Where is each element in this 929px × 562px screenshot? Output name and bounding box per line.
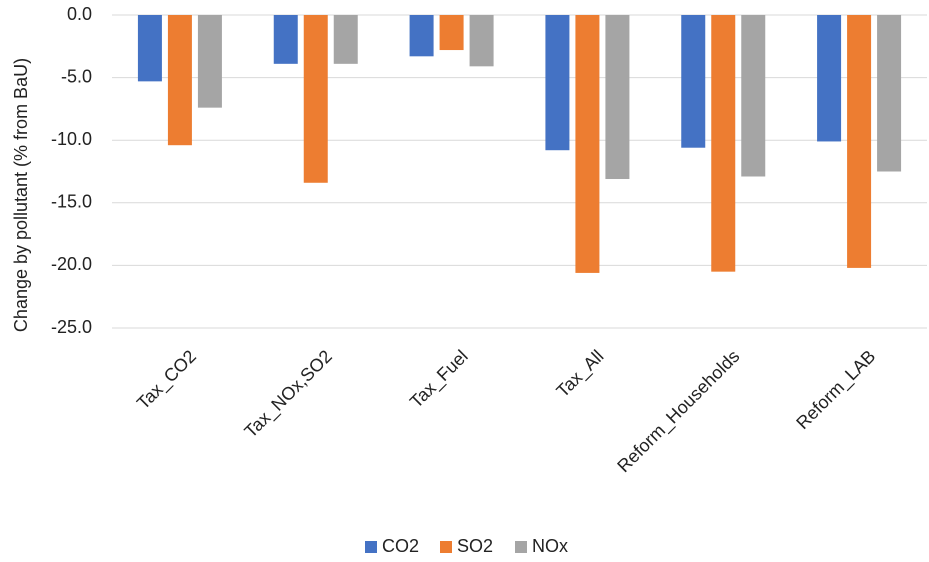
bar [847,15,872,268]
bar [681,15,706,148]
x-tick-label: Tax_Fuel [406,346,473,413]
bar [439,15,464,51]
legend-swatch [515,541,527,553]
y-tick-label: -15.0 [51,192,92,212]
x-tick-label: Tax_CO2 [133,346,201,414]
y-tick-label: -25.0 [51,317,92,337]
bar [469,15,494,67]
x-tick-label: Reform_LAB [792,346,880,434]
bar [333,15,358,64]
bar [817,15,842,142]
bar [575,15,600,273]
bar [545,15,570,151]
bar [197,15,222,108]
legend-swatch [440,541,452,553]
bar [741,15,766,177]
legend-label: CO2 [382,536,419,556]
bar [877,15,902,172]
bar [137,15,162,82]
y-tick-label: -20.0 [51,254,92,274]
bar [303,15,328,183]
legend-label: NOx [532,536,568,556]
legend-label: SO2 [457,536,493,556]
y-tick-label: 0.0 [67,4,92,24]
x-tick-label: Reform_Households [613,346,744,477]
bar [273,15,298,64]
bar [711,15,736,272]
y-tick-label: -5.0 [61,66,92,86]
bar [409,15,434,57]
y-axis-label: Change by pollutant (% from BaU) [11,58,31,332]
legend-swatch [365,541,377,553]
x-tick-label: Tax_NOx,SO2 [240,346,336,442]
bar [605,15,630,180]
x-tick-label: Tax_All [552,346,608,402]
bar [167,15,192,146]
y-tick-label: -10.0 [51,129,92,149]
